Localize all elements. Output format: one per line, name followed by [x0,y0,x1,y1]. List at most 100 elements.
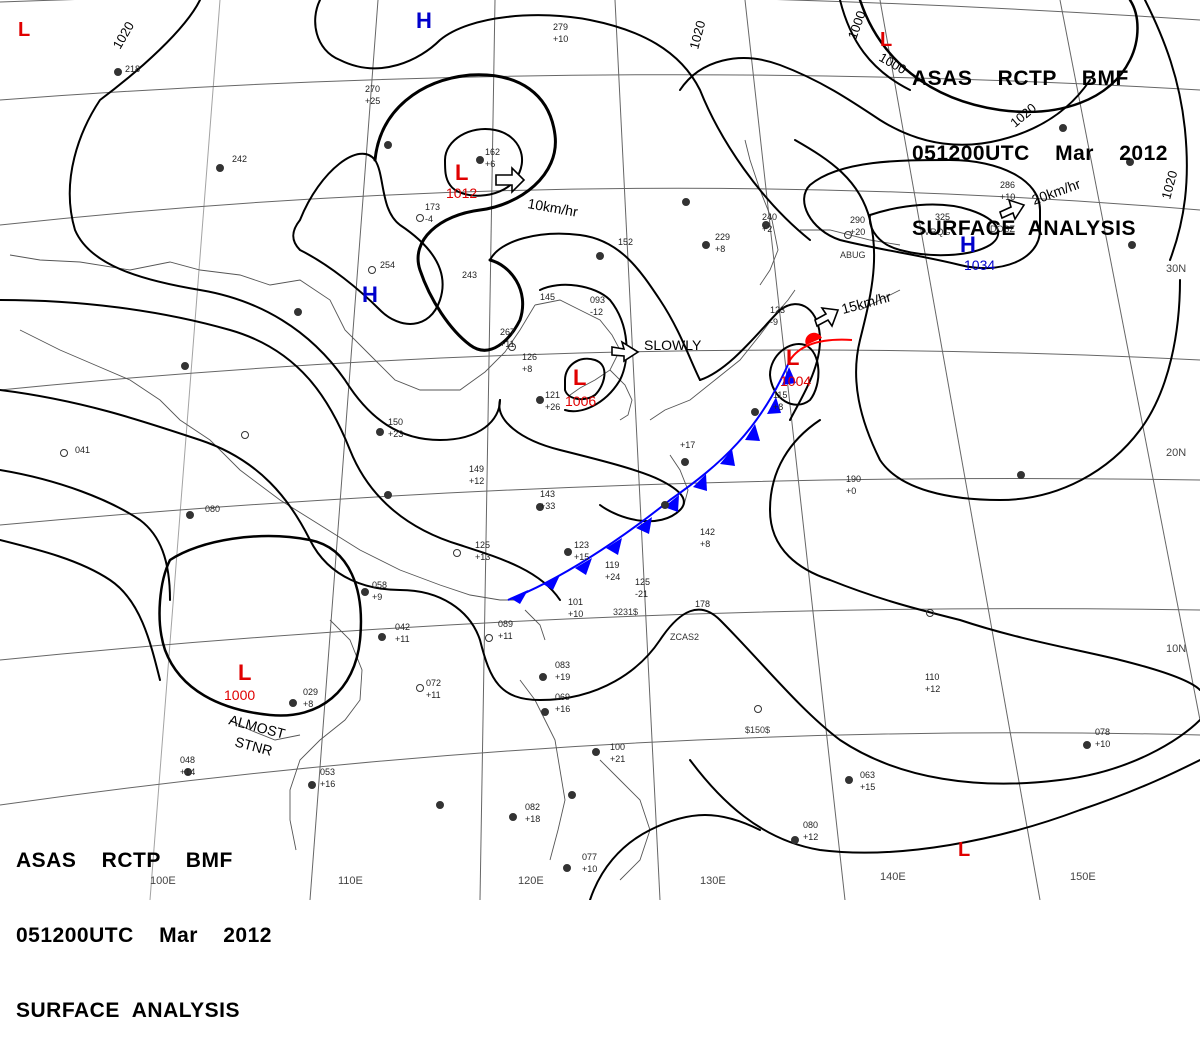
surface-analysis-map: L 1012 L 1006 L 1004 L 1000 H 1034 H H L… [0,0,1200,900]
high-symbol: H [416,8,432,33]
station-value: 123 [574,540,589,550]
station-value: +9 [372,592,382,602]
slowly-label: SLOWLY [644,337,702,353]
arrow-15kmhr [814,306,840,328]
low-symbol: L [455,160,468,185]
low-symbol: L [958,839,970,861]
warm-front [789,332,853,361]
station-value: +12 [803,832,818,842]
station-value: 242 [232,154,247,164]
low-symbol: L [18,19,30,41]
station-value: +23 [388,429,403,439]
station-value: +16 [555,704,570,714]
station-value: 077 [582,852,597,862]
low-symbol: L [786,345,799,370]
ship-id: ZCAS2 [670,632,699,642]
low-symbol: L [238,660,251,685]
station-value: +13 [475,552,490,562]
longitude-label: 140E [880,871,906,883]
station-value: +16 [320,779,335,789]
station-value: +26 [545,402,560,412]
station-value: 089 [498,619,513,629]
header-top-line1: ASAS RCTP BMF [912,67,1129,90]
station-value: 126 [522,352,537,362]
chart-header-bottom: ASAS RCTP BMF 051200UTC Mar 2012 SURFACE… [16,798,272,1048]
station-value: 125 [635,577,650,587]
station-value: 162 [485,147,500,157]
station-value: +19 [555,672,570,682]
coastlines [9,139,901,881]
ship-id: 3231$ [613,607,638,617]
low-pressure-value: 1000 [224,687,255,703]
longitude-label: 120E [518,875,544,887]
station-value: 229 [715,232,730,242]
station-value: 078 [1095,727,1110,737]
isobar-label: 1020 [1158,169,1180,201]
header-top-line3: SURFACE ANALYSIS [912,217,1136,240]
station-value: 243 [462,270,477,280]
station-value: 100 [610,742,625,752]
station-value: +10 [568,609,583,619]
station-value: +10 [553,34,568,44]
station-value: 083 [555,660,570,670]
station-value: 218 [125,64,140,74]
high-symbol: H [960,232,976,257]
station-value: 053 [320,767,335,777]
station-value: -12 [590,307,603,317]
station-value: +25 [365,96,380,106]
arrow-10kmhr [495,166,526,194]
low-pressure-value: 1006 [565,393,596,409]
station-value: 143 [540,489,555,499]
station-value: +15 [860,782,875,792]
longitude-label: 110E [338,875,363,887]
low-pressure-value: 1012 [446,185,477,201]
graticule [0,0,1200,900]
arrow-20kmhr [999,198,1026,221]
station-value: +0 [846,486,856,496]
pressure-centers: L 1012 L 1006 L 1004 L 1000 H 1034 H H L… [18,8,995,861]
station-value: 270 [365,84,380,94]
longitude-label: 150E [1070,871,1096,883]
station-value: +15 [574,552,589,562]
station-markers [60,68,1136,872]
isobars [0,0,1200,900]
header-top-line2: 051200UTC Mar 2012 [912,142,1168,165]
station-value: 149 [469,464,484,474]
ship-id: ABUG [840,250,866,260]
station-value: 150 [388,417,403,427]
station-value: 082 [525,802,540,812]
station-value: 048 [180,755,195,765]
station-value: +6 [485,159,495,169]
station-value: 069 [555,692,570,702]
station-value: 080 [803,820,818,830]
station-value: 063 [860,770,875,780]
station-value: 152 [618,237,633,247]
station-value: +11 [498,631,513,641]
station-value: +10 [1095,739,1110,749]
latitude-label: 10N [1166,643,1186,655]
station-value: +11 [395,634,410,644]
latitude-label: 30N [1166,263,1186,275]
chart-header-top: ASAS RCTP BMF 051200UTC Mar 2012 SURFACE… [912,16,1168,266]
header-bottom-line3: SURFACE ANALYSIS [16,999,240,1022]
station-value: +8 [522,364,532,374]
station-value: +17 [680,440,695,450]
station-value: 058 [372,580,387,590]
station-value: 072 [426,678,441,688]
station-value: 286 [1000,180,1015,190]
station-value: 145 [540,292,555,302]
station-value: 110 [925,672,939,682]
station-value: +10 [582,864,597,874]
station-value: +33 [540,501,555,511]
high-symbol: H [362,282,378,307]
station-value: 178 [695,599,710,609]
cold-front [507,359,796,604]
isobar-label: 1020 [686,19,708,51]
longitude-label: 100E [150,875,176,887]
station-value: +8 [700,539,710,549]
station-value: 119 [605,560,619,570]
motion-arrows [495,166,1026,363]
ship-id: DOSZ [990,224,1016,234]
station-value: +20 [850,227,865,237]
station-value: +10 [1000,192,1015,202]
